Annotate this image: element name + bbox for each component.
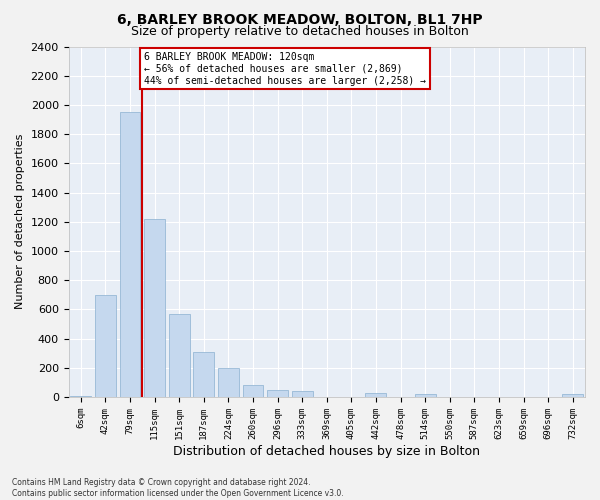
Bar bbox=[218, 368, 239, 397]
Bar bbox=[242, 386, 263, 397]
Bar bbox=[292, 391, 313, 397]
Text: 6, BARLEY BROOK MEADOW, BOLTON, BL1 7HP: 6, BARLEY BROOK MEADOW, BOLTON, BL1 7HP bbox=[117, 12, 483, 26]
Bar bbox=[144, 219, 165, 397]
Bar bbox=[119, 112, 140, 397]
Bar bbox=[365, 392, 386, 397]
Text: Contains HM Land Registry data © Crown copyright and database right 2024.
Contai: Contains HM Land Registry data © Crown c… bbox=[12, 478, 344, 498]
Bar bbox=[95, 295, 116, 397]
Bar bbox=[169, 314, 190, 397]
Y-axis label: Number of detached properties: Number of detached properties bbox=[15, 134, 25, 310]
Text: Size of property relative to detached houses in Bolton: Size of property relative to detached ho… bbox=[131, 25, 469, 38]
Bar bbox=[193, 352, 214, 397]
Bar bbox=[562, 394, 583, 397]
Bar bbox=[267, 390, 288, 397]
X-axis label: Distribution of detached houses by size in Bolton: Distribution of detached houses by size … bbox=[173, 444, 480, 458]
Text: 6 BARLEY BROOK MEADOW: 120sqm
← 56% of detached houses are smaller (2,869)
44% o: 6 BARLEY BROOK MEADOW: 120sqm ← 56% of d… bbox=[144, 52, 426, 86]
Bar bbox=[70, 396, 91, 397]
Bar bbox=[415, 394, 436, 397]
